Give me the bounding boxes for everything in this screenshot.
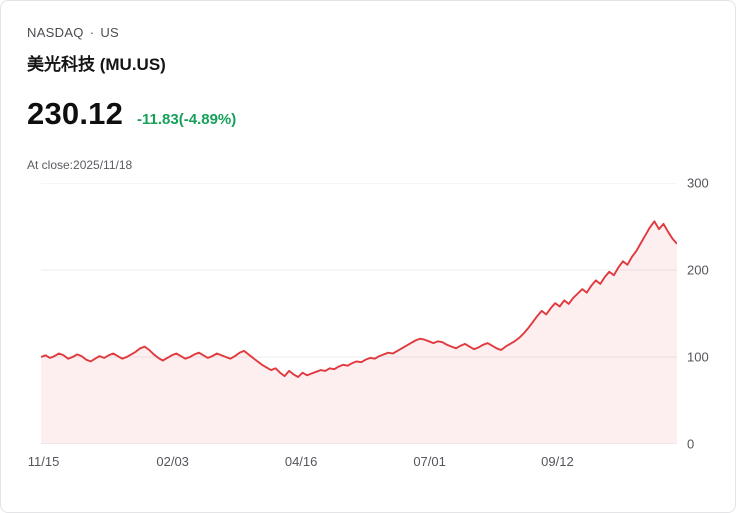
chart-canvas (41, 183, 677, 444)
stock-header: NASDAQ · US 美光科技 (MU.US) 230.12 -11.83(-… (1, 1, 735, 172)
as-of-label: At close:2025/11/18 (27, 158, 133, 172)
stock-price: 230.12 (27, 96, 124, 131)
price-chart-plot-area[interactable] (41, 183, 677, 444)
y-axis-tick-label: 200 (687, 262, 709, 278)
price-line (41, 220, 677, 378)
region-label: US (100, 25, 120, 40)
stock-name: 美光科技 (MU.US) (27, 55, 166, 74)
price-row: 230.12 -11.83(-4.89%) (27, 96, 711, 132)
x-axis: 11/15 02/03 04/16 07/01 09/12 (28, 454, 677, 472)
x-axis-tick-label: 02/03 (156, 454, 189, 469)
y-axis-tick-label: 0 (687, 436, 695, 452)
y-axis-tick-label: 100 (687, 349, 709, 365)
x-axis-tick-label: 11/15 (27, 454, 60, 469)
y-axis-tick-label: 300 (687, 175, 709, 191)
exchange-row: NASDAQ · US (27, 25, 711, 40)
x-axis-tick-label: 04/16 (284, 454, 318, 469)
exchange-label: NASDAQ (27, 25, 84, 40)
area-fill (41, 221, 677, 444)
x-axis-tick-label: 07/01 (413, 454, 446, 469)
price-change: -11.83(-4.89%) (137, 111, 237, 128)
separator-dot: · (89, 25, 95, 40)
x-axis-tick-label: 09/12 (541, 454, 574, 469)
y-axis: 300 200 100 0 (687, 176, 731, 452)
